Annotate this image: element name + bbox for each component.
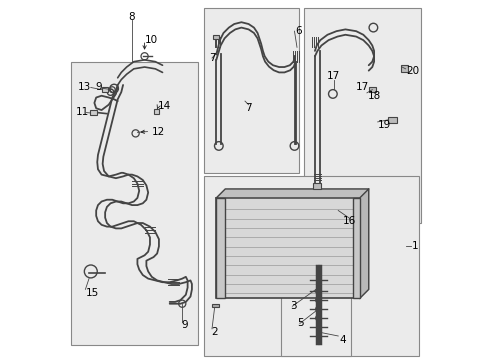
Text: 1: 1	[412, 241, 418, 251]
Text: 19: 19	[378, 121, 391, 130]
Text: 7: 7	[245, 103, 252, 113]
Text: 7: 7	[209, 53, 216, 63]
Text: 13: 13	[77, 82, 91, 93]
Bar	[204, 8, 299, 173]
Text: 6: 6	[295, 26, 302, 36]
Bar	[389, 117, 397, 123]
Text: 3: 3	[290, 301, 296, 311]
Text: 4: 4	[339, 334, 345, 345]
Bar	[90, 110, 97, 116]
Polygon shape	[360, 189, 368, 298]
Bar	[313, 183, 321, 189]
Bar	[212, 304, 219, 307]
Text: 14: 14	[158, 102, 172, 112]
Text: 18: 18	[368, 91, 381, 102]
Text: 9: 9	[95, 82, 102, 93]
Bar	[368, 87, 376, 92]
Text: 17: 17	[356, 82, 369, 93]
Bar	[71, 62, 198, 345]
Text: 10: 10	[145, 35, 158, 45]
Text: 20: 20	[406, 66, 419, 76]
Bar	[304, 8, 421, 223]
Text: 16: 16	[343, 216, 356, 226]
Text: 5: 5	[297, 319, 304, 328]
Text: 9: 9	[182, 320, 189, 330]
Text: 2: 2	[211, 327, 218, 337]
Bar	[353, 198, 360, 298]
Bar	[281, 248, 351, 356]
Text: 12: 12	[152, 127, 165, 136]
Text: 11: 11	[76, 107, 89, 117]
Bar	[204, 176, 419, 356]
Bar	[216, 198, 360, 298]
Bar	[216, 198, 225, 298]
Bar	[401, 65, 408, 72]
Bar	[101, 87, 108, 92]
Polygon shape	[216, 189, 368, 198]
Text: 8: 8	[129, 12, 135, 22]
Bar	[214, 35, 219, 39]
Text: 17: 17	[327, 71, 341, 81]
Text: 15: 15	[85, 288, 98, 298]
Bar	[153, 109, 159, 114]
